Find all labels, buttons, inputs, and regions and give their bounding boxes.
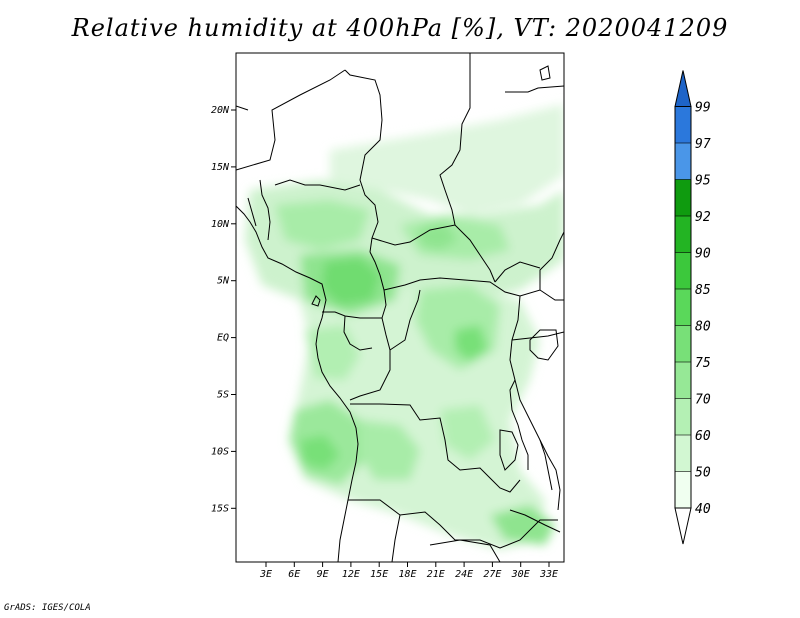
colorbar-swatch — [675, 179, 691, 216]
lat-tick-label: 15S — [211, 503, 229, 514]
lon-tick-label: 3E — [259, 569, 272, 580]
colorbar-label: 75 — [695, 356, 711, 371]
lat-tick-label: 10S — [211, 446, 229, 457]
colorbar-swatch — [675, 398, 691, 435]
colorbar-swatch — [675, 362, 691, 399]
colorbar-label: 40 — [695, 502, 711, 517]
lon-tick-label: 9E — [317, 569, 329, 580]
colorbar-label: 97 — [695, 137, 711, 152]
lon-tick-label: 30E — [511, 569, 530, 580]
map-frame — [235, 52, 565, 563]
colorbar-legend: 40 50 60 70 75 80 85 90 92 95 97 99 — [674, 70, 711, 545]
colorbar-label: 60 — [695, 429, 711, 444]
lon-tick-label: 24E — [455, 569, 473, 580]
colorbar-label: 92 — [695, 210, 711, 225]
colorbar-swatch — [675, 252, 691, 289]
lat-tick-label: 10N — [211, 219, 230, 230]
colorbar-label: 80 — [695, 320, 711, 335]
colorbar-swatch — [675, 216, 691, 253]
humidity-shading — [245, 104, 564, 550]
lon-tick-label: 21E — [427, 569, 445, 580]
lat-tick-label: 5N — [217, 276, 230, 287]
lat-tick-label: 5S — [217, 390, 229, 401]
colorbar-max-arrow — [674, 70, 692, 107]
lat-tick-label: 15N — [211, 162, 230, 173]
colorbar-swatch — [675, 471, 691, 508]
country-borders — [236, 53, 564, 562]
colorbar-label: 95 — [695, 174, 711, 189]
credit-text: GrADS: IGES/COLA — [4, 603, 91, 613]
lon-tick-label: 6E — [288, 569, 300, 580]
colorbar-swatch — [675, 435, 691, 472]
colorbar-swatch — [675, 289, 691, 326]
lon-tick-label: 33E — [539, 569, 558, 580]
colorbar-label: 70 — [695, 393, 711, 408]
latitude-axis: 20N 15N 10N 5N EQ 5S 10S 15S — [211, 105, 236, 514]
lat-tick-label: EQ — [217, 333, 229, 344]
lon-tick-label: 18E — [398, 569, 416, 580]
longitude-axis: 3E 6E 9E 12E 15E 18E 21E 24E 27E 30E 33E — [259, 562, 558, 580]
lon-tick-label: 15E — [370, 569, 388, 580]
colorbar-label: 99 — [695, 101, 711, 116]
colorbar-swatch — [675, 106, 691, 143]
colorbar-swatch — [675, 143, 691, 180]
colorbar-label: 85 — [695, 283, 711, 298]
lon-tick-label: 12E — [342, 569, 360, 580]
page-title: Relative humidity at 400hPa [%], VT: 202… — [71, 14, 729, 42]
colorbar-swatch — [675, 325, 691, 362]
colorbar-min-arrow — [674, 507, 692, 545]
colorbar-label: 90 — [695, 247, 711, 262]
lon-tick-label: 27E — [483, 569, 501, 580]
lat-tick-label: 20N — [211, 105, 230, 116]
colorbar-label: 50 — [695, 466, 711, 481]
